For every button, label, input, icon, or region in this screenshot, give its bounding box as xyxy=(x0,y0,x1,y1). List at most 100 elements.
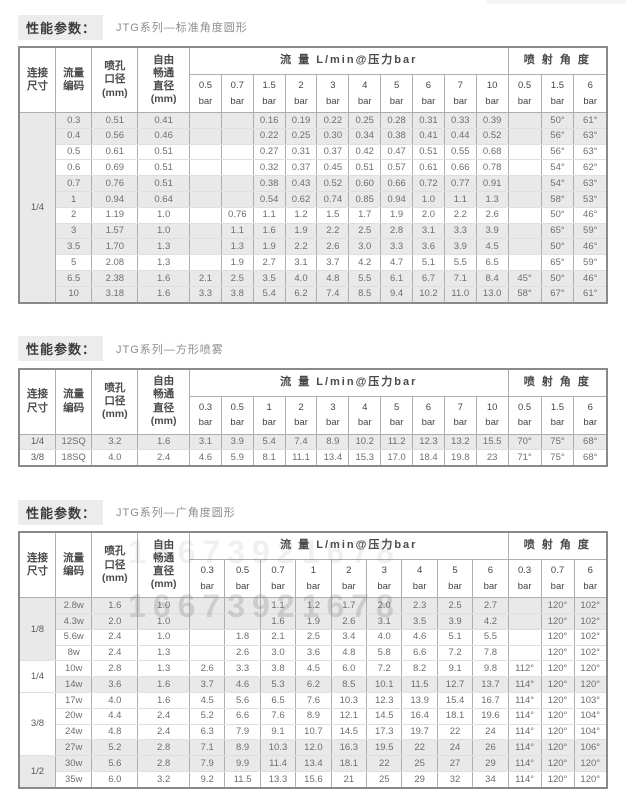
cell-flow-value: 1.3 xyxy=(475,190,509,208)
cell-flow-value xyxy=(189,238,222,256)
cell-flow-value: 5.1 xyxy=(436,628,474,646)
cell-angle-value xyxy=(507,597,542,614)
table-row: 1 0.94 0.64 0.54 0.62 0.74 0.85 0.94 1.0 1.1 1.3 58… xyxy=(19,190,608,208)
perf-section: 性能参数： JTG系列—标准角度圆形 连接 尺寸 流量 编码 喷孔 口径 (mm) 自由 … xyxy=(18,14,608,304)
cell-flow-value: 0.43 xyxy=(284,175,318,192)
cell-flow-value: 6.7 xyxy=(412,269,445,287)
cell-angle-value: 102° xyxy=(573,644,608,662)
cell-flow-code: 17w xyxy=(54,691,93,709)
cell-flow-value xyxy=(220,190,254,208)
cell-angle-value xyxy=(507,206,542,224)
cell-flow-value: 0.61 xyxy=(412,159,445,177)
cell-flow-value: 1.1 xyxy=(259,597,297,614)
table-row: 1/4 12SQ 3.2 1.6 3.1 3.9 5.4 7.4 8.9 10.2 11.2 12.3… xyxy=(18,433,608,451)
cell-angle-value xyxy=(507,628,542,646)
cell-flow-code: 27w xyxy=(54,739,93,757)
cell-flow-value: 1.9 xyxy=(252,238,286,256)
cell-flow-value: 1.7 xyxy=(348,206,382,224)
cell-flow-value: 3.7 xyxy=(316,254,350,271)
cell-flow-value: 19.6 xyxy=(472,707,509,725)
cell-angle-value: 103° xyxy=(573,691,608,709)
header-pressure-cell: 3 bar xyxy=(316,395,350,435)
table-row: 0.5 0.61 0.51 0.27 0.31 0.37 0.42 0.47 0.51 0.55 0… xyxy=(19,143,608,161)
cell-flow-value: 4.5 xyxy=(188,691,226,709)
cell-flow-value xyxy=(189,222,222,240)
cell-flow-value xyxy=(220,143,254,161)
cell-free-passage: 1.3 xyxy=(137,660,190,678)
cell-flow-value: 5.4 xyxy=(252,433,286,451)
cell-flow-value: 0.39 xyxy=(475,112,509,129)
header-pressure-cell: 3 bar xyxy=(366,559,403,599)
cell-flow-value: 18.1 xyxy=(436,707,474,725)
header-pressure-cell: 5 bar xyxy=(380,395,414,435)
cell-flow-value: 1.1 xyxy=(443,190,477,208)
header-pressure-cell: 10 bar xyxy=(475,395,509,435)
cell-flow-value: 6.2 xyxy=(284,285,318,304)
cell-flow-code: 8w xyxy=(54,644,93,662)
cell-flow-value: 1.5 xyxy=(316,206,350,224)
cell-flow-value: 1.9 xyxy=(380,206,414,224)
cell-free-passage: 1.6 xyxy=(137,676,190,693)
cell-flow-code: 2 xyxy=(54,206,93,224)
cell-free-passage: 2.4 xyxy=(137,707,190,725)
cell-flow-value: 19.8 xyxy=(443,449,477,467)
header-spray-angle: 喷 射 角 度 xyxy=(507,531,608,561)
cell-angle-value: 104° xyxy=(573,723,608,741)
cell-flow-value xyxy=(220,175,254,192)
cell-angle-value: 63° xyxy=(573,175,608,192)
cell-flow-code: 0.4 xyxy=(54,127,93,145)
cell-flow-value: 3.0 xyxy=(348,238,382,256)
cell-angle-value: 106° xyxy=(573,739,608,757)
cell-connect-size: 1/4 xyxy=(18,433,56,451)
cell-orifice-diameter: 0.51 xyxy=(91,112,139,129)
cell-angle-value: 120° xyxy=(540,739,575,757)
cell-orifice-diameter: 1.19 xyxy=(91,206,139,224)
cell-angle-value xyxy=(507,644,542,662)
table-row: 0.4 0.56 0.46 0.22 0.25 0.30 0.34 0.38 0.41 0.44 0… xyxy=(19,127,608,145)
header-pressure-cell: 1 bar xyxy=(295,559,332,599)
table-row: 35w 6.0 3.2 9.2 11.5 13.3 15.6 21 25 29 32 34 114° 12… xyxy=(19,770,608,789)
cell-flow-value: 11.5 xyxy=(224,770,261,789)
cell-flow-value: 25 xyxy=(366,770,403,789)
cell-flow-value: 3.9 xyxy=(443,238,477,256)
cell-flow-value: 11.4 xyxy=(259,755,297,772)
cell-flow-code: 30w xyxy=(54,755,93,772)
cell-flow-value: 1.3 xyxy=(220,238,254,256)
cell-flow-value: 0.51 xyxy=(412,143,445,161)
cell-flow-value: 0.34 xyxy=(348,127,382,145)
cell-free-passage: 1.6 xyxy=(137,285,190,304)
cell-flow-value: 7.9 xyxy=(224,723,261,741)
cell-flow-value: 12.3 xyxy=(366,691,403,709)
cell-orifice-diameter: 2.38 xyxy=(91,269,139,287)
cell-flow-value xyxy=(224,612,261,630)
cell-flow-value: 0.25 xyxy=(284,127,318,145)
cell-flow-value: 0.19 xyxy=(284,112,318,129)
header-pressure-cell: 6 bar xyxy=(573,74,608,113)
cell-flow-value: 23 xyxy=(475,449,509,467)
page-edge-artifact xyxy=(487,0,626,4)
cell-free-passage: 1.3 xyxy=(137,644,190,662)
header-pressure-row: 0.5 bar 0.7 bar 1.5 bar 2 bar 3 bar 4 bar 5 ba… xyxy=(19,74,608,113)
cell-free-passage: 1.0 xyxy=(137,222,190,240)
cell-flow-value: 12.3 xyxy=(412,433,445,451)
cell-flow-value: 6.0 xyxy=(330,660,368,678)
cell-flow-value: 0.77 xyxy=(443,175,477,192)
cell-free-passage: 0.46 xyxy=(137,127,190,145)
section-subtitle: JTG系列—方形喷雾 xyxy=(116,343,224,356)
cell-flow-value: 26 xyxy=(472,739,509,757)
cell-flow-value: 2.5 xyxy=(295,628,332,646)
cell-angle-value: 114° xyxy=(507,691,542,709)
section-title-chip: 性能参数： xyxy=(18,14,104,40)
cell-flow-value: 6.5 xyxy=(259,691,297,709)
header-connect-size: 连接 尺寸 xyxy=(18,46,56,113)
cell-flow-value: 2.1 xyxy=(259,628,297,646)
cell-free-passage: 1.0 xyxy=(137,628,190,646)
cell-angle-value xyxy=(507,238,542,256)
cell-flow-code: 14w xyxy=(54,676,93,693)
cell-flow-value: 1.1 xyxy=(252,206,286,224)
cell-flow-value: 13.3 xyxy=(259,770,297,789)
cell-angle-value: 65° xyxy=(540,254,575,271)
header-pressure-cell: 0.7 bar xyxy=(220,74,254,113)
cell-flow-value: 0.72 xyxy=(412,175,445,192)
